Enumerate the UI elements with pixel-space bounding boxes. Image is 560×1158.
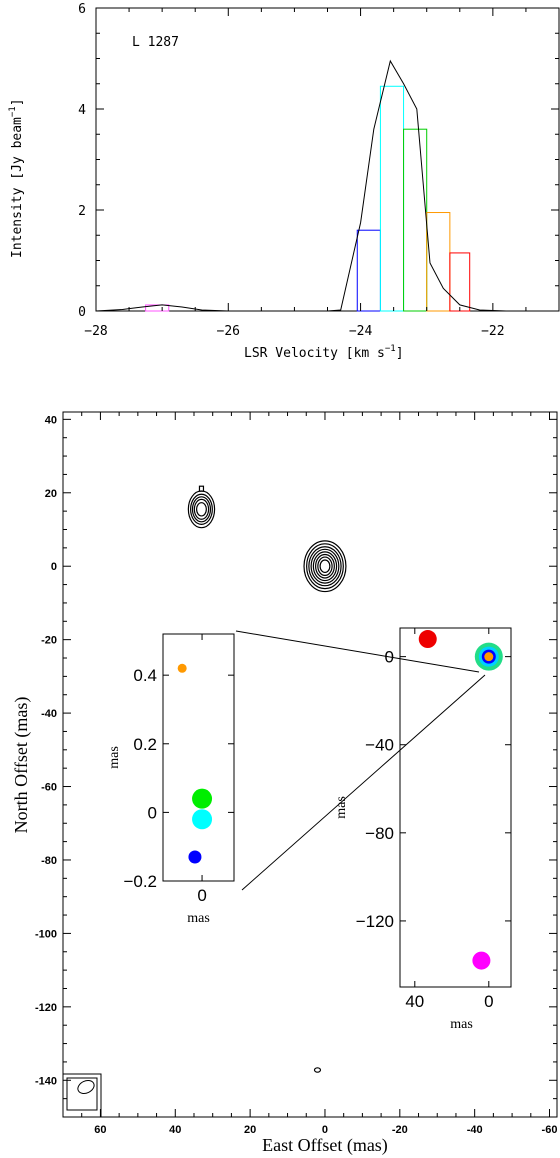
contour-level [196,502,207,517]
inset-left-frame [162,633,235,882]
spectrum-y-tick-label: 0 [78,305,86,320]
spectrum-x-axis-label: LSR Velocity [km s−1] [244,344,404,361]
contour-level [312,551,338,582]
inset-left-point [192,788,213,809]
inset-right-point [472,951,491,970]
map-y-tick-label: -20 [41,635,57,647]
spectrum-line [95,59,559,312]
contour-level [315,553,335,579]
spectrum-x-tick-label: −24 [349,324,373,339]
map-x-ticks: 60 40 20 0 -20 -40 -60 [81,412,558,1136]
contour-level [306,543,344,590]
inset-left-y-tick-label: 0 [148,803,157,822]
spectrum-y-tick-label: 6 [78,2,86,17]
contour-level [190,493,213,525]
inset-right-x-tick-label: 40 [405,992,424,1011]
connector-line-top [235,630,480,673]
map-y-tick-label: -140 [35,1075,57,1087]
inset-left-point [188,850,202,864]
map-y-ticks: 40 20 0 -20 -40 -60 -80 -100 -120 -140 [35,414,557,1100]
beam-box [62,1073,102,1118]
map-y-tick-label: -100 [35,928,57,940]
spectrum-x-tick-label: −26 [217,324,240,339]
map-y-tick-label: 20 [45,488,57,500]
inset-left-y-tick-label: −0.2 [123,872,157,891]
contour-knob [198,485,205,492]
contour-level [319,559,331,574]
spectrum-bar [403,128,428,312]
contour-level [310,548,340,584]
beam-ellipse [77,1079,95,1095]
inset-right-y-tick-label: −40 [365,736,394,755]
spectrum-chart: −28 −26 −24 −22 0 2 4 6 L 1287 LSR Velocity [k… [8,2,560,361]
map-y-axis-label: North Offset (mas) [11,697,32,834]
map-contours [187,485,347,1073]
map-y-tick-label: -120 [35,1002,57,1014]
contour-level [313,1067,322,1073]
spectrum-plot-frame [95,7,560,312]
spectrum-bar [379,85,405,312]
spectrum-y-tick-label: 2 [78,204,86,219]
map-plot-frame [62,411,558,1118]
map-x-tick-label: 60 [94,1124,106,1136]
source-label: L 1287 [132,35,179,50]
inset-left-point [192,809,213,830]
spectrum-x-tick-label: −22 [481,324,504,339]
inset-left-x-tick-label: 0 [197,886,206,905]
inset-left-x-label: mas [187,911,210,926]
map-y-tick-label: -40 [41,708,57,720]
spectrum-y-axis-label: Intensity [Jy beam−1] [8,98,25,258]
map-y-tick-label: -60 [41,782,57,794]
spectrum-bars [145,85,471,312]
map-x-axis-label: East Offset (mas) [262,1135,388,1156]
inset-right-frame [399,627,512,988]
map-y-tick-label: 40 [45,414,57,426]
inset-right-x-label: mas [450,1017,473,1032]
inset-right-y-tick-label: −80 [365,824,394,843]
inset-left-y-label: mas [107,746,122,769]
inset-right-x-tick-label: 0 [484,992,493,1011]
spectrum-bar [449,252,471,312]
contour-level [303,540,347,593]
map-x-tick-label: -40 [467,1124,483,1136]
inset-left-panel: 0 0.4 0.2 0 −0.2 mas mas [107,633,235,926]
map-x-tick-label: 0 [322,1124,328,1136]
connector-line-bottom [241,674,486,891]
inset-left-point [177,663,187,673]
spectrum-y-ticks: 0 2 4 6 [78,2,559,320]
inset-right-point [418,630,437,649]
spectrum-y-tick-label: 4 [78,103,86,118]
inset-left-y-tick-label: 0.2 [133,735,157,754]
contour-level [191,496,212,523]
map-y-tick-label: -80 [41,855,57,867]
contour-level [317,556,333,576]
map-x-tick-label: 40 [169,1124,181,1136]
inset-right-y-label: mas [334,796,349,819]
spectrum-x-ticks: −28 −26 −24 −22 [84,8,560,339]
map-x-tick-label: -20 [392,1124,408,1136]
spectrum-x-tick-label: −28 [84,324,107,339]
contour-level [308,546,342,587]
contour-level [193,498,210,520]
spectrum-bar [356,229,381,312]
map-x-tick-label: -60 [542,1124,558,1136]
inset-left-y-tick-label: 0.4 [133,666,157,685]
inset-right-point [484,652,494,662]
map-x-tick-label: 20 [244,1124,256,1136]
inset-right-y-tick-label: −120 [356,912,394,931]
position-map-chart: 60 40 20 0 -20 -40 -60 40 20 0 -20 -40 -60 -80 -100 -1… [11,411,558,1156]
map-y-tick-label: 0 [51,561,57,573]
